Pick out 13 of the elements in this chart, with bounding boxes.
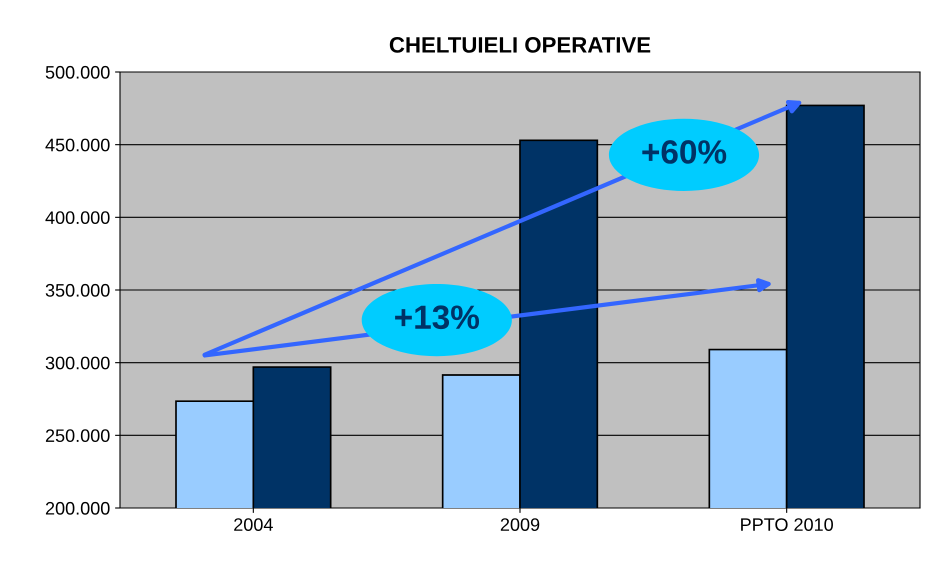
x-tick-label: 2009 (500, 518, 540, 531)
y-tick-label: 400.000 (45, 211, 110, 224)
y-tick-label: 300.000 (46, 356, 110, 370)
annotation: +13% (395, 305, 480, 330)
y-tick-label: 350.000 (46, 284, 110, 297)
x-tick-label: 2004 (234, 518, 273, 531)
y-tick-label: 250.000 (46, 429, 110, 442)
annotation: +60% (642, 140, 726, 164)
chart-title: CHELTUIELI OPERATIVE (390, 37, 650, 53)
y-tick-label: 450.000 (45, 138, 110, 152)
y-tick-label: 500.000 (46, 66, 110, 79)
y-tick-label: 200.000 (46, 502, 110, 515)
x-tick-label: PPTO 2010 (741, 518, 833, 531)
